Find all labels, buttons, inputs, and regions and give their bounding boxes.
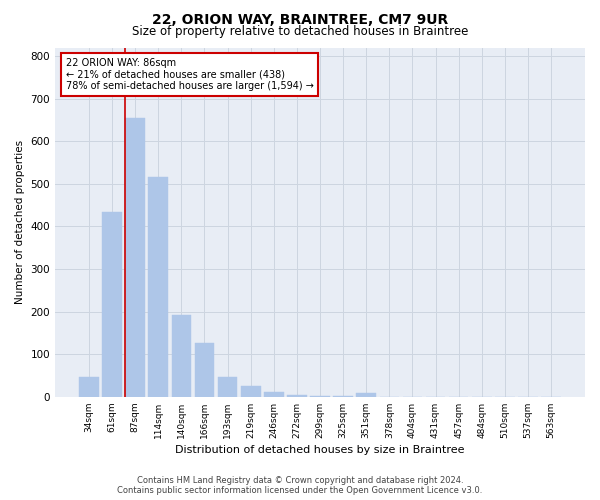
Bar xyxy=(194,342,214,397)
Bar xyxy=(148,178,168,397)
X-axis label: Distribution of detached houses by size in Braintree: Distribution of detached houses by size … xyxy=(175,445,465,455)
Bar xyxy=(310,396,330,397)
Bar xyxy=(287,394,307,397)
Y-axis label: Number of detached properties: Number of detached properties xyxy=(15,140,25,304)
Text: 22 ORION WAY: 86sqm
← 21% of detached houses are smaller (438)
78% of semi-detac: 22 ORION WAY: 86sqm ← 21% of detached ho… xyxy=(65,58,314,91)
Bar xyxy=(79,377,99,397)
Bar xyxy=(102,212,122,397)
Bar xyxy=(356,394,376,397)
Bar xyxy=(264,392,284,397)
Bar xyxy=(125,118,145,397)
Bar xyxy=(172,314,191,397)
Bar xyxy=(218,377,238,397)
Text: Size of property relative to detached houses in Braintree: Size of property relative to detached ho… xyxy=(132,25,468,38)
Text: 22, ORION WAY, BRAINTREE, CM7 9UR: 22, ORION WAY, BRAINTREE, CM7 9UR xyxy=(152,12,448,26)
Bar xyxy=(241,386,260,397)
Text: Contains HM Land Registry data © Crown copyright and database right 2024.
Contai: Contains HM Land Registry data © Crown c… xyxy=(118,476,482,495)
